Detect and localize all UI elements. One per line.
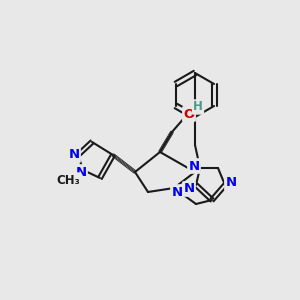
Text: H: H xyxy=(193,100,203,113)
Text: N: N xyxy=(68,148,80,161)
Text: N: N xyxy=(225,176,237,190)
Text: CH₃: CH₃ xyxy=(56,173,80,187)
Text: N: N xyxy=(183,182,195,196)
Text: N: N xyxy=(188,160,200,172)
Text: N: N xyxy=(75,166,87,178)
Text: N: N xyxy=(171,185,183,199)
Text: O: O xyxy=(183,107,195,121)
